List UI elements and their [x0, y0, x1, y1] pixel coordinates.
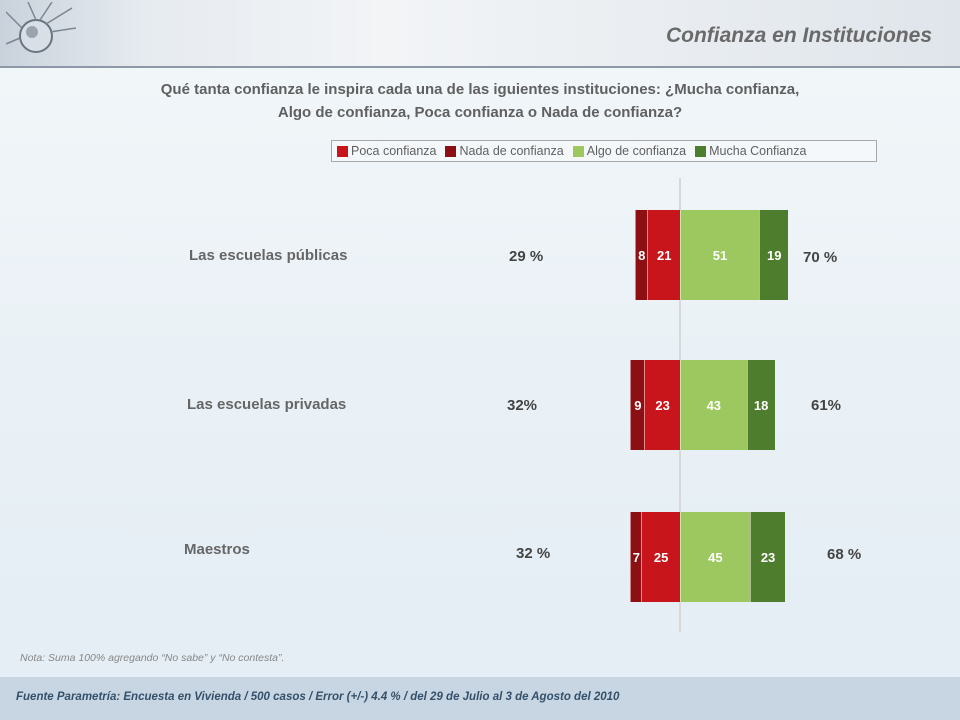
source-text: Fuente Parametría: Encuesta en Vivienda … [16, 691, 620, 703]
data-label: 18 [753, 397, 769, 413]
legend-swatch-nada [445, 145, 457, 157]
data-label: 51 [712, 247, 728, 263]
row-label-maestros: Maestros [184, 541, 250, 558]
page-title: Confianza en Instituciones [665, 24, 932, 47]
header-banner: Confianza en Instituciones [0, 0, 960, 68]
row-label-escuelas-privadas: Las escuelas privadas [187, 396, 347, 413]
legend-item-algo: Algo de confianza [572, 144, 687, 158]
data-label: 21 [656, 247, 672, 263]
positive-total-escuelas-privadas: 61% [811, 397, 842, 414]
bar-nada-de-confianza-maestros: 7 [630, 512, 642, 602]
bar-poca-confianza-maestros: 25 [641, 512, 680, 602]
legend-item-nada: Nada de confianza [445, 144, 564, 158]
legend-label-poca: Poca confianza [351, 144, 437, 158]
legend-label-algo: Algo de confianza [586, 144, 687, 158]
legend-item-poca: Poca confianza [337, 144, 436, 158]
data-label: 9 [634, 397, 642, 413]
data-label: 8 [638, 247, 646, 263]
survey-question: Qué tanta confianza le inspira cada una … [160, 81, 800, 121]
bar-mucha-confianza-las-escuelas-privadas: 18 [746, 360, 775, 450]
bar-nada-de-confianza-las-escuelas-privadas: 9 [630, 360, 645, 450]
bar-mucha-confianza-maestros: 23 [749, 512, 786, 602]
negative-total-escuelas-privadas: 32% [507, 397, 538, 414]
negative-total-escuelas-publicas: 29 % [509, 248, 544, 265]
data-label: 19 [767, 247, 782, 263]
legend-item-mucha: Mucha Confianza [695, 144, 806, 158]
chart-legend: Poca confianza Nada de confianza Algo de… [331, 140, 877, 162]
legend-swatch-mucha [695, 145, 707, 157]
bar-mucha-confianza-las-escuelas-publicas: 19 [759, 210, 789, 300]
data-label: 23 [760, 549, 776, 565]
data-label: 43 [706, 397, 722, 413]
footnote: Nota: Suma 100% agregando “No sabe” y “N… [20, 652, 285, 664]
positive-total-escuelas-publicas: 70 % [803, 249, 838, 266]
negative-total-maestros: 32 % [516, 545, 551, 562]
bar-nada-de-confianza-las-escuelas-publicas: 8 [635, 210, 648, 300]
row-label-escuelas-publicas: Las escuelas públicas [189, 247, 348, 264]
flower-decoration-icon [6, 2, 76, 53]
bar-poca-confianza-las-escuelas-privadas: 23 [644, 360, 680, 450]
data-label: 25 [653, 549, 669, 565]
bar-algo-de-confianza-maestros: 45 [680, 512, 750, 602]
data-label: 7 [632, 549, 640, 565]
legend-swatch-algo [572, 145, 584, 157]
positive-total-maestros: 68 % [827, 546, 862, 563]
data-label: 23 [655, 397, 670, 413]
bar-poca-confianza-las-escuelas-publicas: 21 [647, 210, 680, 300]
bar-algo-de-confianza-las-escuelas-privadas: 43 [680, 360, 747, 450]
footer-bar: Fuente Parametría: Encuesta en Vivienda … [0, 677, 960, 720]
legend-label-nada: Nada de confianza [459, 144, 564, 158]
data-label: 45 [708, 549, 723, 565]
bar-algo-de-confianza-las-escuelas-publicas: 51 [680, 210, 760, 300]
legend-label-mucha: Mucha Confianza [709, 144, 807, 158]
legend-swatch-poca [337, 145, 348, 157]
